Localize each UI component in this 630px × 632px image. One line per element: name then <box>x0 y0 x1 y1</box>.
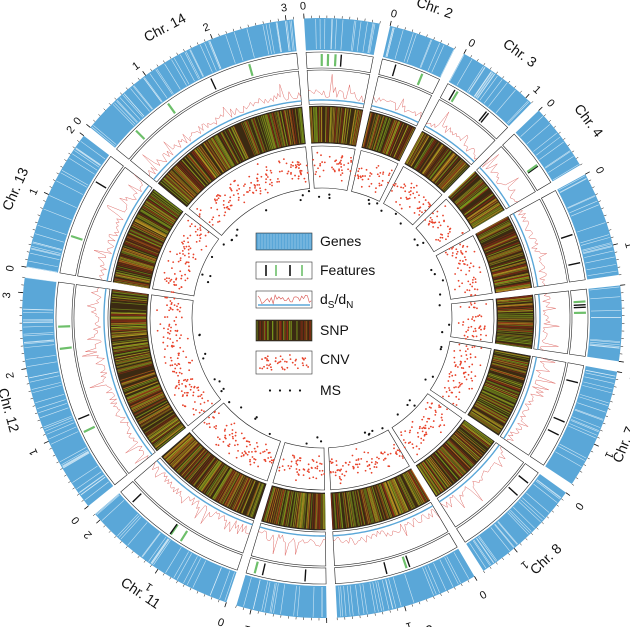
tick-label: 0 <box>544 97 557 110</box>
legend-label: Genes <box>320 233 361 249</box>
tick-label: 3 <box>280 2 288 15</box>
tick-label: 1 <box>622 241 630 250</box>
legend-label: CNV <box>320 351 350 367</box>
legend-label: dS/dN <box>320 291 353 311</box>
tick-label: 2 <box>82 528 95 541</box>
chromosome-label: Chr. 4 <box>571 101 606 141</box>
chromosome-label: Chr. 5 <box>626 197 630 238</box>
chromosome-label: Chr. 7 <box>609 424 630 465</box>
tick-label: 0 <box>477 587 488 600</box>
legend-item-snp: SNP <box>256 320 349 341</box>
legend-item-features: Features <box>256 262 375 279</box>
chromosome-label: Chr. 3 <box>500 35 540 70</box>
chromosome-label: Chr. 13 <box>0 165 31 213</box>
tick-label: 1 <box>27 187 40 198</box>
legend-label: MS <box>320 382 341 398</box>
tick-label: 0 <box>572 500 585 512</box>
tick-label: 2 <box>64 124 77 136</box>
legend-item-dsdn: dS/dN <box>256 291 353 311</box>
chromosome-label: Chr. 8 <box>527 540 565 577</box>
legend-label: Features <box>320 262 375 278</box>
tick-label: 1 <box>530 84 543 97</box>
tick-label: 2 <box>201 21 211 34</box>
tick-label: 0 <box>389 8 398 21</box>
tick-label: 3 <box>1 292 13 299</box>
tick-label: 0 <box>593 165 606 176</box>
tick-label: 0 <box>216 615 226 627</box>
legend-item-ms: MS <box>269 382 341 398</box>
tick-label: 0 <box>4 264 17 272</box>
tick-label: 2 <box>4 371 17 379</box>
tick-label: 0 <box>466 37 477 50</box>
legend-item-genes: Genes <box>256 233 361 250</box>
legend-item-cnv: CNV <box>256 351 350 374</box>
legend: Genes Features dS/dN SNP CNV MS <box>256 233 375 398</box>
tick-label: 0 <box>300 0 307 12</box>
chromosome-label: Chr. 2 <box>415 0 456 21</box>
tick-label: 0 <box>626 374 630 382</box>
chromosome-label: Chr. 9 <box>395 621 436 627</box>
tick-label: 1 <box>243 622 252 627</box>
tick-label: 0 <box>69 514 82 526</box>
chromosome-label: Chr. 14 <box>141 9 189 44</box>
tick-label: 0 <box>71 115 84 127</box>
chromosome-label: Chr. 11 <box>118 574 164 612</box>
tick-label: 1 <box>130 60 142 73</box>
tick-label: 1 <box>404 619 413 627</box>
chromosome-label: Chr. 12 <box>0 386 23 434</box>
legend-label: SNP <box>320 322 349 338</box>
tick-label: 1 <box>27 447 40 458</box>
